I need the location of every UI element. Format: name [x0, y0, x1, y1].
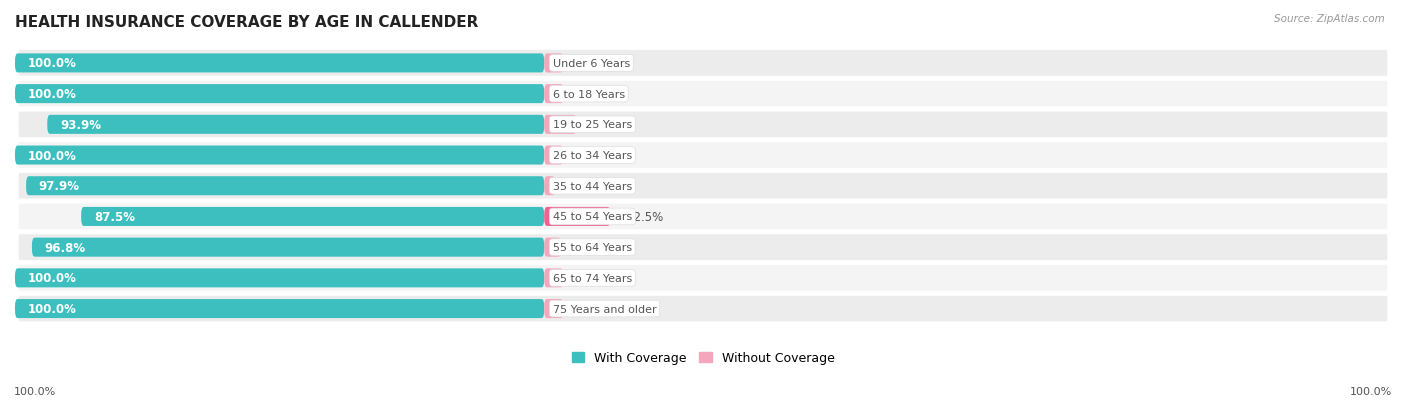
- FancyBboxPatch shape: [18, 173, 1388, 199]
- Text: Source: ZipAtlas.com: Source: ZipAtlas.com: [1274, 14, 1385, 24]
- Text: 100.0%: 100.0%: [28, 272, 76, 285]
- Text: 12.5%: 12.5%: [626, 211, 664, 223]
- Text: HEALTH INSURANCE COVERAGE BY AGE IN CALLENDER: HEALTH INSURANCE COVERAGE BY AGE IN CALL…: [15, 15, 478, 30]
- FancyBboxPatch shape: [15, 85, 544, 104]
- FancyBboxPatch shape: [18, 112, 1388, 138]
- FancyBboxPatch shape: [544, 54, 564, 73]
- Text: 65 to 74 Years: 65 to 74 Years: [553, 273, 631, 283]
- Text: 6 to 18 Years: 6 to 18 Years: [553, 89, 624, 100]
- Text: 75 Years and older: 75 Years and older: [553, 304, 657, 314]
- Text: 87.5%: 87.5%: [94, 211, 135, 223]
- Text: 3.2%: 3.2%: [576, 241, 607, 254]
- FancyBboxPatch shape: [18, 142, 1388, 169]
- Text: 96.8%: 96.8%: [45, 241, 86, 254]
- FancyBboxPatch shape: [544, 146, 564, 165]
- FancyBboxPatch shape: [544, 207, 610, 226]
- Text: 6.1%: 6.1%: [592, 119, 623, 131]
- FancyBboxPatch shape: [48, 116, 544, 135]
- Text: 35 to 44 Years: 35 to 44 Years: [553, 181, 631, 191]
- Text: 100.0%: 100.0%: [28, 302, 76, 315]
- Text: 0.0%: 0.0%: [579, 57, 609, 70]
- FancyBboxPatch shape: [15, 146, 544, 165]
- Text: 0.0%: 0.0%: [579, 88, 609, 101]
- FancyBboxPatch shape: [18, 296, 1388, 322]
- FancyBboxPatch shape: [544, 299, 564, 318]
- FancyBboxPatch shape: [27, 177, 544, 196]
- Text: 93.9%: 93.9%: [60, 119, 101, 131]
- FancyBboxPatch shape: [15, 299, 544, 318]
- Text: 19 to 25 Years: 19 to 25 Years: [553, 120, 631, 130]
- FancyBboxPatch shape: [18, 50, 1388, 77]
- Text: 0.0%: 0.0%: [579, 272, 609, 285]
- Text: 100.0%: 100.0%: [1350, 387, 1392, 396]
- FancyBboxPatch shape: [82, 207, 544, 226]
- Text: 0.0%: 0.0%: [579, 149, 609, 162]
- FancyBboxPatch shape: [18, 81, 1388, 107]
- FancyBboxPatch shape: [544, 116, 576, 135]
- Text: Under 6 Years: Under 6 Years: [553, 59, 630, 69]
- FancyBboxPatch shape: [544, 269, 564, 288]
- FancyBboxPatch shape: [544, 238, 561, 257]
- Text: 100.0%: 100.0%: [14, 387, 56, 396]
- FancyBboxPatch shape: [18, 265, 1388, 291]
- FancyBboxPatch shape: [544, 85, 564, 104]
- Text: 97.9%: 97.9%: [39, 180, 80, 193]
- Text: 0.0%: 0.0%: [579, 302, 609, 315]
- Text: 55 to 64 Years: 55 to 64 Years: [553, 242, 631, 252]
- FancyBboxPatch shape: [32, 238, 544, 257]
- Text: 100.0%: 100.0%: [28, 57, 76, 70]
- Text: 2.1%: 2.1%: [571, 180, 602, 193]
- FancyBboxPatch shape: [544, 177, 555, 196]
- Text: 26 to 34 Years: 26 to 34 Years: [553, 151, 631, 161]
- Legend: With Coverage, Without Coverage: With Coverage, Without Coverage: [567, 346, 839, 369]
- FancyBboxPatch shape: [15, 269, 544, 288]
- FancyBboxPatch shape: [18, 235, 1388, 261]
- FancyBboxPatch shape: [18, 204, 1388, 230]
- Text: 100.0%: 100.0%: [28, 88, 76, 101]
- Text: 100.0%: 100.0%: [28, 149, 76, 162]
- Text: 45 to 54 Years: 45 to 54 Years: [553, 212, 631, 222]
- FancyBboxPatch shape: [15, 54, 544, 73]
